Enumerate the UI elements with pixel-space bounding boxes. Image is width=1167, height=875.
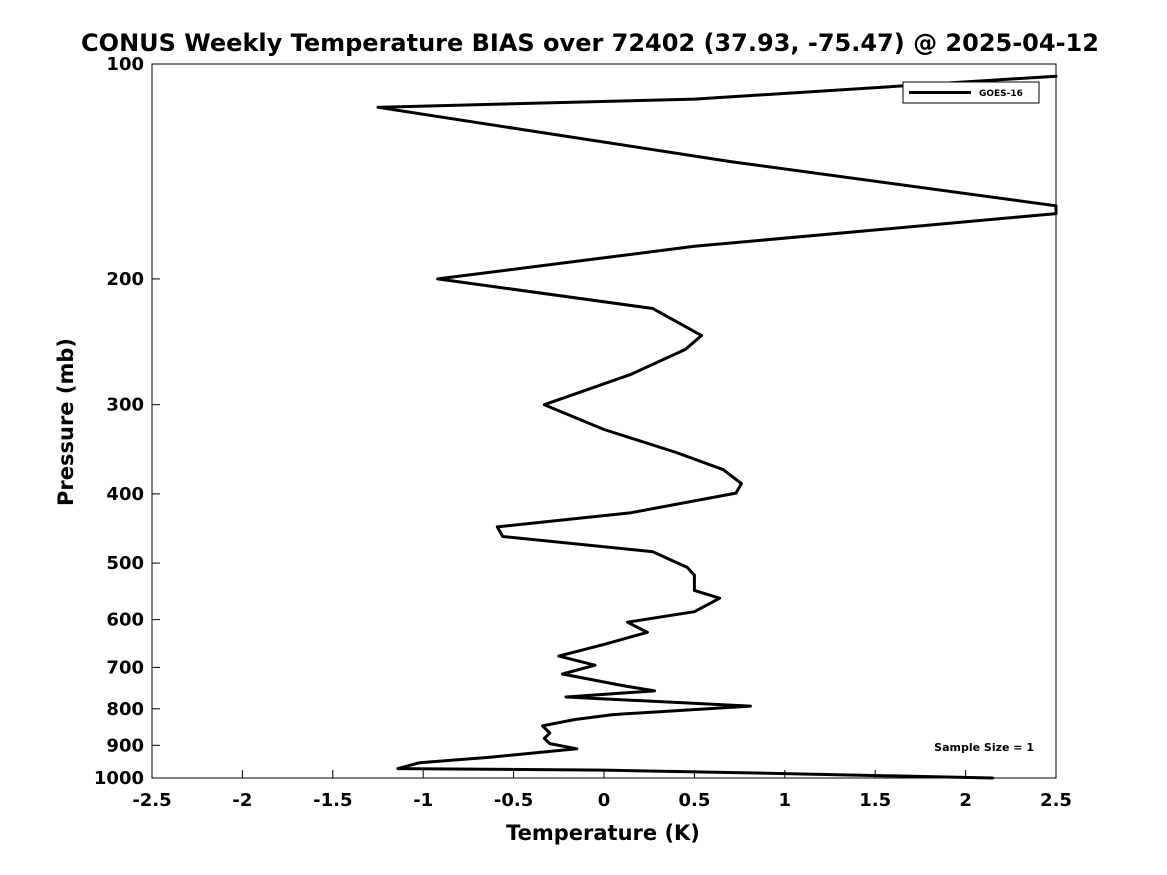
chart-title: CONUS Weekly Temperature BIAS over 72402… [81,29,1099,57]
y-tick-label: 900 [106,735,144,756]
sample-size-annotation: Sample Size = 1 [934,741,1034,754]
x-tick-label: 2 [959,790,972,811]
y-tick-label: 100 [106,54,144,75]
x-tick-label: 1.5 [859,790,891,811]
x-tick-label: 2.5 [1040,790,1072,811]
y-tick-label: 200 [106,269,144,290]
x-tick-label: -1.5 [313,790,352,811]
legend-label-goes-16: GOES-16 [979,89,1023,99]
y-tick-label: 700 [106,657,144,678]
x-axis-label: Temperature (K) [506,821,700,845]
y-tick-label: 600 [106,610,144,631]
x-tick-label: 0 [598,790,611,811]
legend: GOES-16 [903,82,1039,103]
x-tick-label: -0.5 [494,790,533,811]
y-tick-label: 400 [106,484,144,505]
x-tick-label: 0.5 [678,790,710,811]
x-tick-label: -1 [413,790,433,811]
x-tick-label: -2 [232,790,252,811]
x-tick-label: 1 [779,790,792,811]
x-tick-label: -2.5 [132,790,171,811]
y-tick-label: 800 [106,699,144,720]
y-tick-label: 500 [106,553,144,574]
y-tick-label: 300 [106,395,144,416]
y-tick-label: 1000 [94,768,144,789]
y-axis-label: Pressure (mb) [54,338,78,506]
